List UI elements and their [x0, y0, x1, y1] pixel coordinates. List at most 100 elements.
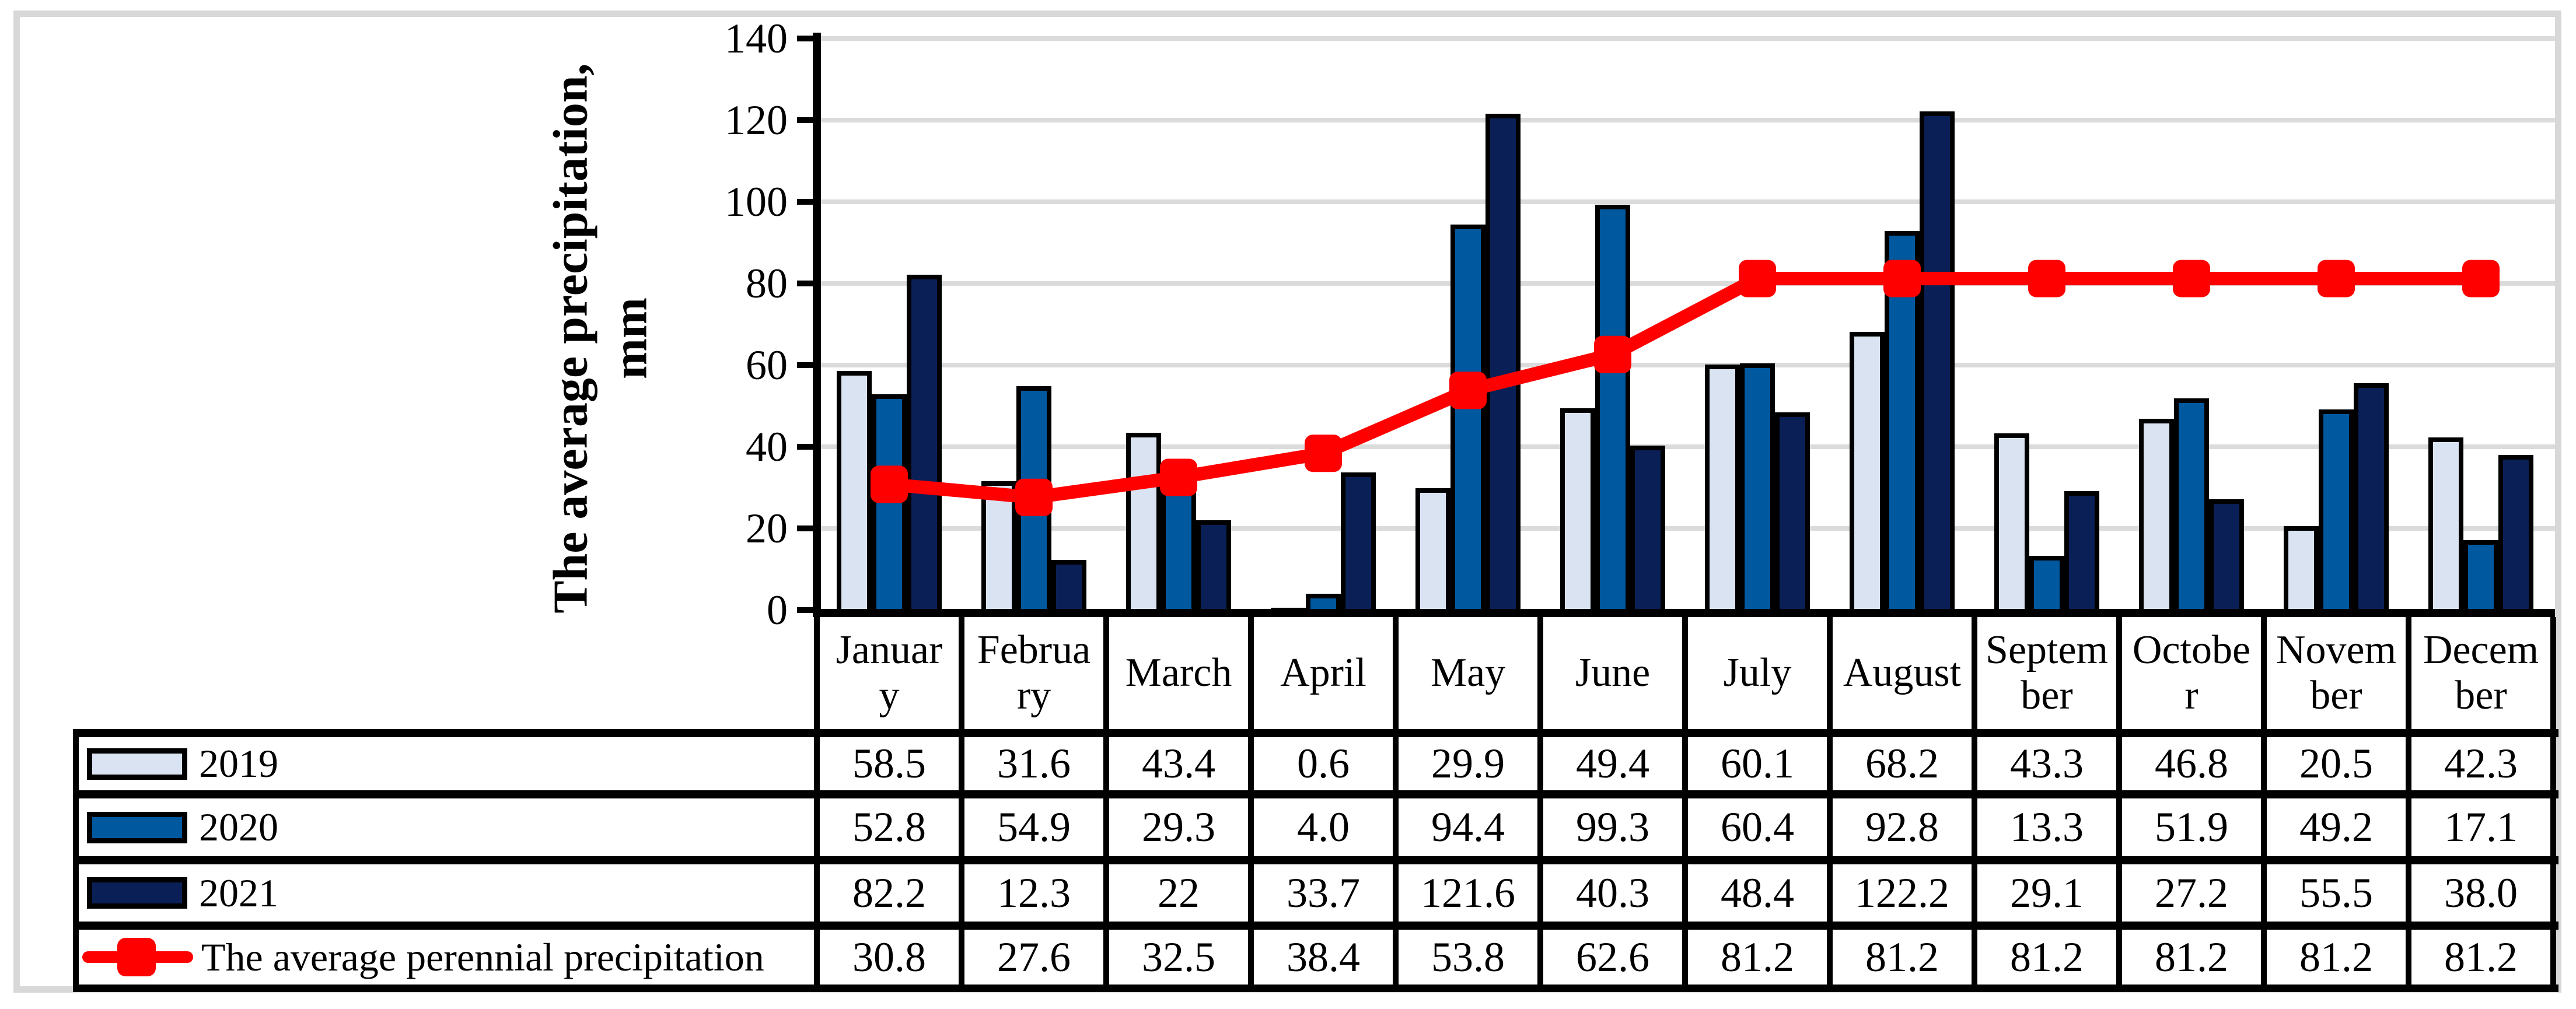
- table-column-border-11: [2406, 617, 2411, 990]
- legend-line-marker: [82, 934, 193, 980]
- gridline-80: [817, 281, 2555, 286]
- legend-swatch-2020: [87, 811, 187, 843]
- cell-2020-april: 4.0: [1297, 804, 1350, 850]
- table-column-border-2: [1103, 617, 1109, 990]
- month-header-july: July: [1723, 650, 1792, 695]
- gridline-40: [817, 444, 2555, 449]
- gridline-60: [817, 363, 2555, 367]
- table-column-border-3: [1248, 617, 1254, 990]
- bar-2019-august: [1850, 332, 1885, 614]
- table-row-border-1: [73, 790, 2558, 798]
- bar-2021-october: [2209, 499, 2244, 614]
- cell-2020-september: 13.3: [2010, 804, 2084, 850]
- month-header-april: April: [1280, 650, 1366, 695]
- table-column-border-8: [1972, 617, 1977, 990]
- bar-2020-january: [872, 394, 907, 614]
- bar-2020-june: [1595, 205, 1630, 614]
- cell-2020-july: 60.4: [1721, 804, 1794, 850]
- y-axis-tick-20: [797, 525, 813, 531]
- cell-the-average-perennial-precipitation-december: 81.2: [2444, 933, 2518, 980]
- y-axis-tick-120: [797, 117, 813, 123]
- y-axis-tick-0: [797, 607, 813, 613]
- bar-2020-may: [1450, 225, 1486, 614]
- cell-2020-january: 52.8: [852, 804, 926, 850]
- bar-2019-december: [2428, 437, 2463, 614]
- bar-2021-march: [1196, 520, 1231, 614]
- cell-2019-september: 43.3: [2010, 740, 2084, 787]
- cell-the-average-perennial-precipitation-april: 38.4: [1287, 933, 1360, 980]
- month-header-august: August: [1843, 650, 1962, 695]
- y-axis-tick-60: [797, 362, 813, 368]
- bar-2019-september: [1994, 433, 2029, 614]
- bar-2019-july: [1705, 365, 1740, 614]
- legend-swatch-2019: [87, 748, 187, 780]
- cell-2021-november: 55.5: [2299, 869, 2373, 916]
- bar-2020-september: [2029, 556, 2064, 614]
- bar-2021-may: [1486, 114, 1521, 614]
- cell-2019-november: 20.5: [2299, 740, 2373, 787]
- bar-2019-november: [2284, 526, 2319, 614]
- legend-label-2020: 2020: [199, 805, 278, 849]
- month-header-january: Januar y: [836, 627, 943, 718]
- table-column-border-1: [959, 617, 964, 990]
- bar-2020-october: [2174, 398, 2209, 614]
- cell-2021-october: 27.2: [2155, 869, 2228, 916]
- cell-2019-february: 31.6: [997, 740, 1071, 787]
- bar-2019-june: [1560, 408, 1595, 614]
- bar-2020-august: [1885, 231, 1920, 614]
- cell-2020-december: 17.1: [2444, 804, 2518, 850]
- cell-2019-april: 0.6: [1297, 740, 1350, 787]
- y-axis-tick-40: [797, 444, 813, 450]
- y-axis-tick-label-140: 140: [725, 15, 788, 62]
- month-header-december: Decem ber: [2423, 627, 2539, 718]
- legend-row-2020: 2020: [80, 798, 809, 856]
- cell-2021-december: 38.0: [2444, 869, 2518, 916]
- cell-the-average-perennial-precipitation-march: 32.5: [1142, 933, 1215, 980]
- bar-2021-february: [1051, 560, 1086, 614]
- y-axis-tick-label-80: 80: [746, 260, 788, 307]
- x-axis-line: [813, 609, 2555, 617]
- bar-2019-february: [981, 481, 1016, 614]
- table-column-border-5: [1537, 617, 1543, 990]
- bar-2021-april: [1341, 472, 1376, 614]
- cell-2021-january: 82.2: [852, 869, 926, 916]
- month-header-october: Octobe r: [2132, 627, 2251, 718]
- cell-2020-october: 51.9: [2155, 804, 2228, 850]
- table-row-border-3: [73, 922, 2558, 930]
- cell-the-average-perennial-precipitation-june: 62.6: [1576, 933, 1649, 980]
- cell-2020-august: 92.8: [1865, 804, 1939, 850]
- cell-the-average-perennial-precipitation-july: 81.2: [1721, 933, 1794, 980]
- table-row-border-0: [73, 729, 2558, 737]
- month-header-november: Novem ber: [2276, 627, 2397, 718]
- cell-2019-march: 43.4: [1142, 740, 1215, 787]
- cell-the-average-perennial-precipitation-february: 27.6: [997, 933, 1071, 980]
- bar-2021-december: [2498, 455, 2533, 614]
- bar-2019-october: [2139, 419, 2174, 614]
- cell-2019-august: 68.2: [1865, 740, 1939, 787]
- bar-2019-march: [1126, 433, 1161, 614]
- bar-2021-june: [1630, 446, 1665, 614]
- gridline-120: [817, 118, 2555, 122]
- cell-2019-june: 49.4: [1576, 740, 1649, 787]
- bar-2021-september: [2064, 491, 2099, 614]
- cell-the-average-perennial-precipitation-october: 81.2: [2155, 933, 2228, 980]
- table-column-border-10: [2261, 617, 2267, 990]
- bar-2021-august: [1920, 111, 1955, 614]
- y-axis-tick-label-100: 100: [725, 178, 788, 225]
- gridline-100: [817, 199, 2555, 204]
- cell-the-average-perennial-precipitation-november: 81.2: [2299, 933, 2373, 980]
- table-column-border-9: [2116, 617, 2122, 990]
- cell-the-average-perennial-precipitation-january: 30.8: [852, 933, 926, 980]
- cell-2021-july: 48.4: [1721, 869, 1794, 916]
- table-column-border-0: [814, 617, 820, 990]
- cell-2021-august: 122.2: [1855, 869, 1949, 916]
- y-axis-tick-label-120: 120: [725, 97, 788, 143]
- cell-2021-may: 121.6: [1421, 869, 1515, 916]
- bar-2021-july: [1775, 412, 1810, 614]
- gridline-140: [817, 36, 2555, 41]
- cell-2019-october: 46.8: [2155, 740, 2228, 787]
- month-header-february: Februa ry: [977, 627, 1091, 718]
- legend-row-2019: 2019: [80, 737, 809, 790]
- bar-2019-may: [1415, 488, 1450, 614]
